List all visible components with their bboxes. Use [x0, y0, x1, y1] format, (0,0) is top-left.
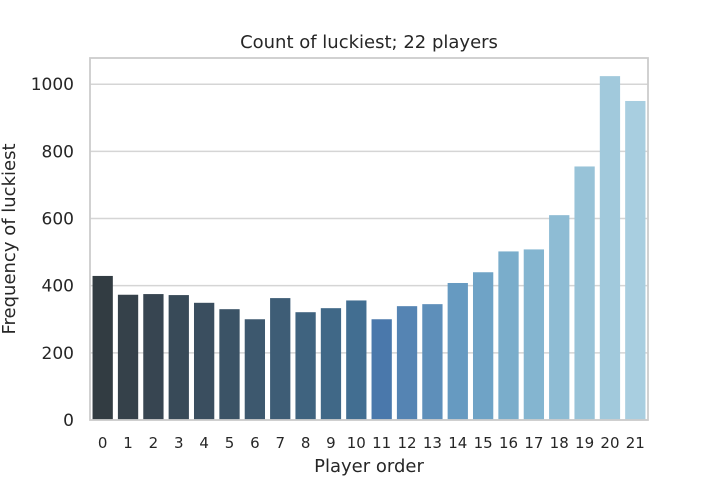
bar	[599, 76, 621, 421]
bar	[371, 319, 392, 420]
y-tick-label: 1000	[31, 75, 74, 95]
chart-title: Count of luckiest; 22 players	[240, 32, 498, 53]
plot-frame	[89, 57, 649, 421]
x-tick-label: 9	[326, 434, 336, 452]
bar	[472, 272, 494, 420]
bar	[143, 294, 164, 420]
x-tick-label: 8	[301, 434, 311, 452]
y-tick-label: 600	[42, 210, 74, 230]
x-tick-label: 1	[123, 434, 133, 452]
y-tick-label: 0	[63, 411, 74, 431]
y-tick-labels: 0 200 400 600 800 1000	[31, 75, 74, 431]
bar	[625, 100, 646, 420]
bar	[117, 294, 139, 420]
x-tick-label: 19	[575, 434, 594, 452]
x-tick-label: 18	[550, 434, 569, 452]
bar	[219, 309, 240, 420]
y-tick-label: 800	[42, 142, 74, 162]
y-axis-label: Frequency of luckiest	[0, 143, 20, 334]
x-tick-label: 11	[372, 434, 391, 452]
bar	[346, 300, 367, 420]
bar	[244, 319, 266, 420]
bar	[168, 295, 189, 420]
x-tick-label: 13	[423, 434, 442, 452]
bar	[523, 249, 545, 420]
x-tick-label: 15	[474, 434, 493, 452]
axes-frame	[89, 57, 649, 421]
x-axis-label: Player order	[314, 456, 424, 477]
bar	[270, 298, 291, 420]
x-tick-label: 2	[149, 434, 159, 452]
x-tick-label: 0	[98, 434, 108, 452]
bar	[396, 306, 418, 420]
x-tick-label: 17	[524, 434, 543, 452]
bars	[92, 76, 646, 421]
x-tick-label: 16	[499, 434, 518, 452]
bar	[92, 275, 113, 420]
y-tick-label: 200	[42, 344, 74, 364]
x-tick-label: 10	[347, 434, 366, 452]
y-tick-label: 400	[42, 277, 74, 297]
bar	[549, 215, 570, 420]
x-tick-label: 14	[448, 434, 467, 452]
bar	[320, 308, 342, 420]
x-tick-label: 6	[250, 434, 260, 452]
bar	[498, 251, 519, 420]
x-tick-label: 4	[199, 434, 209, 452]
bar	[447, 282, 468, 420]
x-tick-label: 12	[397, 434, 416, 452]
bar	[295, 312, 316, 420]
x-tick-label: 20	[600, 434, 619, 452]
x-tick-label: 3	[174, 434, 184, 452]
x-tick-label: 21	[626, 434, 645, 452]
bar	[193, 302, 215, 420]
x-tick-labels: 0 1 2 3 4 5 6 7 8 9 10 11 12 13 14 15 16 17 18 19 20 21	[98, 434, 645, 452]
bar	[422, 304, 443, 420]
bar	[574, 166, 595, 420]
x-tick-label: 5	[225, 434, 235, 452]
x-tick-label: 7	[275, 434, 285, 452]
